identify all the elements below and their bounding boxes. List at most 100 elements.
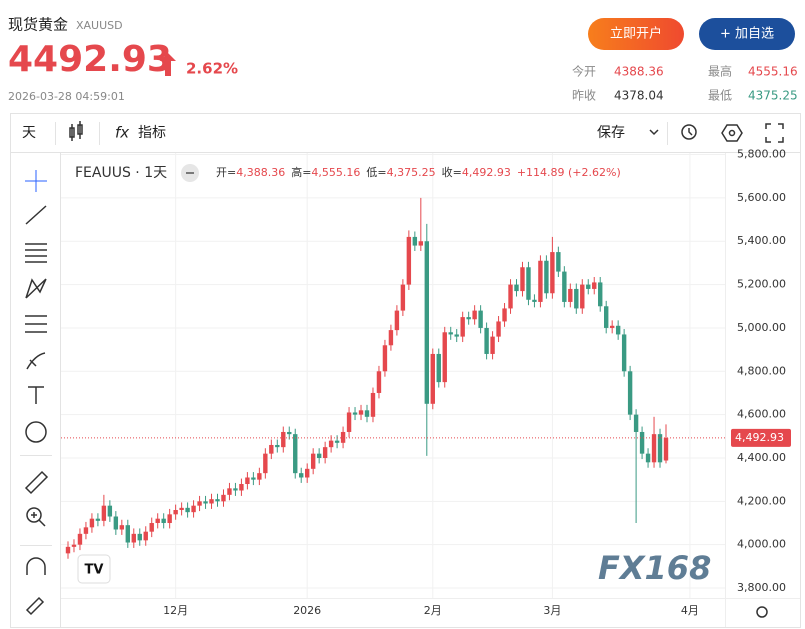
y-tick-label: 4,400.00: [737, 451, 786, 464]
projection-tool[interactable]: [25, 315, 47, 333]
watermark: FX168: [598, 549, 711, 587]
alert-icon[interactable]: [681, 124, 697, 140]
y-tick-label: 5,800.00: [737, 148, 786, 161]
x-tick-label: 3月: [543, 604, 561, 617]
candle-body: [358, 410, 364, 415]
fib-tool[interactable]: [25, 243, 47, 263]
candle-body: [598, 282, 603, 307]
candle-body: [448, 332, 453, 335]
candle-body: [406, 236, 412, 285]
open-account-label[interactable]: 立即开户: [610, 26, 662, 42]
candle-body: [621, 334, 627, 372]
fx-icon[interactable]: fx: [115, 124, 129, 142]
x-tick-label: 4月: [681, 604, 699, 617]
candle-body: [454, 334, 459, 337]
candle-body: [191, 505, 196, 513]
candle-body: [580, 284, 585, 309]
indicators[interactable]: 指标: [138, 125, 166, 141]
candle-body: [221, 494, 226, 502]
candle-body: [251, 477, 256, 480]
x-tick-label: 2026: [293, 604, 321, 617]
fullscreen-icon[interactable]: [765, 123, 784, 143]
settings-dot: [728, 129, 736, 137]
candle-body: [275, 444, 280, 448]
candle-body: [466, 317, 471, 320]
candle-body: [107, 505, 113, 517]
candle-body: [627, 371, 633, 415]
candle-body: [382, 345, 388, 372]
candle-body: [281, 431, 286, 448]
last-price-label: 4,492.93: [735, 431, 784, 444]
y-tick-label: 4,000.00: [737, 538, 786, 551]
lock-tool[interactable]: [25, 596, 45, 616]
last-price-tag: [731, 428, 791, 447]
watchlist-button[interactable]: [699, 18, 795, 50]
candle-body: [526, 267, 531, 300]
candle-body: [119, 525, 125, 530]
stat-value: 4375.25: [748, 89, 798, 103]
magnet-tool[interactable]: [26, 557, 46, 575]
symbol-label: FEAUUS · 1天: [75, 165, 167, 181]
candle-body: [538, 260, 543, 302]
candle-body: [269, 444, 274, 454]
candle-body: [514, 284, 519, 292]
candle-body: [430, 353, 435, 404]
emoji-tool[interactable]: [25, 421, 47, 443]
pattern-tool[interactable]: [25, 278, 47, 299]
settings-icon[interactable]: [721, 124, 743, 142]
ohlc-value: 4,555.16: [311, 166, 360, 179]
candle-body: [550, 252, 555, 294]
drawing-tools[interactable]: [24, 170, 49, 616]
interval[interactable]: 天: [22, 125, 36, 141]
candle-body: [137, 533, 142, 541]
save[interactable]: 保存: [597, 125, 625, 141]
candle-body: [532, 299, 537, 302]
watchlist-label[interactable]: + 加自选: [720, 27, 774, 42]
candle-body: [161, 518, 166, 524]
candle-body: [633, 414, 639, 432]
chevron[interactable]: [649, 129, 659, 136]
ohlc-key: 高=: [291, 165, 311, 179]
candle-body: [586, 284, 591, 289]
candle-body: [239, 483, 244, 491]
y-tick-label: 5,400.00: [737, 234, 786, 247]
zoom-tool[interactable]: [26, 507, 42, 523]
candle-body: [436, 353, 441, 383]
candle-body: [334, 440, 340, 443]
brush-tool[interactable]: [26, 352, 46, 370]
crosshair[interactable]: [25, 170, 47, 192]
candle-body: [496, 321, 501, 337]
candle-body: [173, 510, 178, 515]
candle-body: [293, 434, 298, 474]
candle-body: [83, 527, 89, 534]
text-tool[interactable]: [28, 386, 44, 404]
stat-label: 今开: [572, 64, 596, 79]
plot: [61, 153, 725, 598]
trend-tool[interactable]: [25, 205, 47, 225]
title: 现货黄金: [8, 16, 68, 34]
candle-body: [155, 518, 160, 524]
axis-settings[interactable]: [756, 606, 768, 618]
tv-logo: [77, 554, 111, 584]
candle-body: [502, 308, 507, 322]
candle-icon[interactable]: [69, 121, 83, 141]
candle-body: [101, 505, 107, 521]
candle-body: [316, 453, 322, 458]
stat-label: 昨收: [572, 89, 596, 103]
candle-body: [663, 437, 669, 461]
candle-body: [263, 453, 268, 474]
candle-body: [346, 412, 352, 432]
ohlc-value: 4,375.25: [387, 166, 436, 179]
change: 2.62%: [186, 60, 238, 78]
ruler-tool[interactable]: [24, 470, 49, 495]
candle-body: [257, 473, 262, 480]
open-account-button[interactable]: [588, 18, 684, 50]
candle-body: [574, 288, 579, 309]
candle-body: [322, 447, 328, 458]
symbol: XAUUSD: [76, 19, 123, 32]
candle-body: [197, 501, 202, 506]
x-tick-label: 12月: [163, 604, 188, 617]
candle-body: [299, 473, 304, 478]
candle-body: [310, 453, 316, 469]
